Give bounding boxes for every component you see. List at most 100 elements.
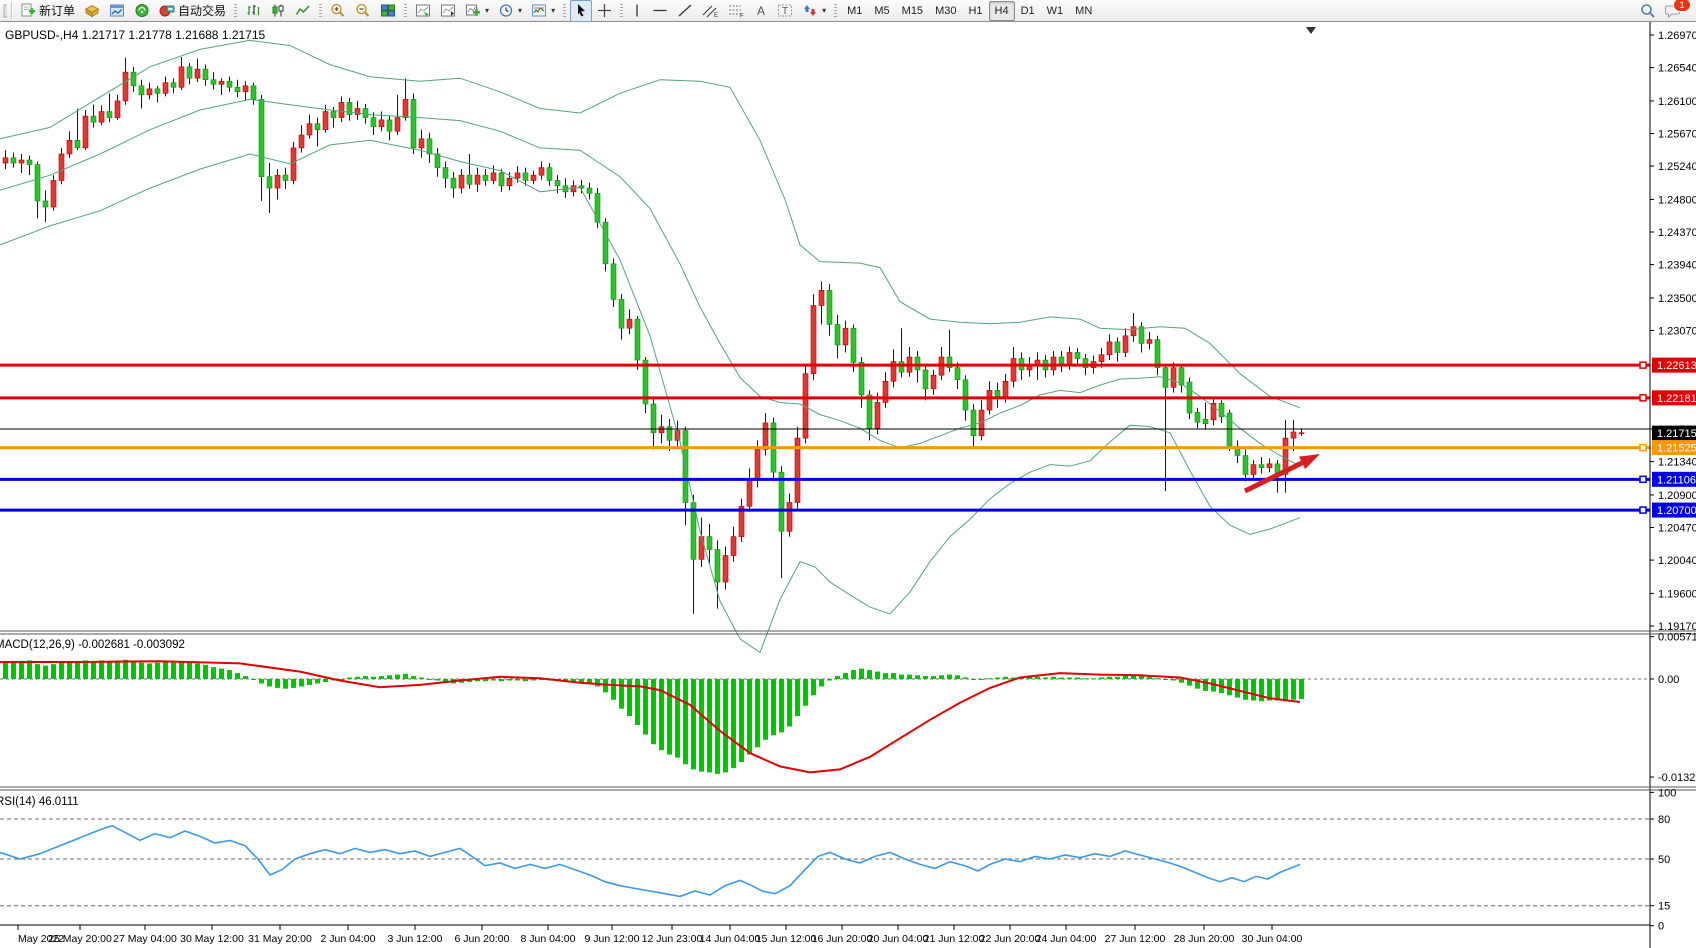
price-axis[interactable]: 1.26970 1.26540 1.26100 1.25670 1.25240 1.248…: [1649, 22, 1696, 948]
shapes-tool-button[interactable]: ▾: [798, 0, 830, 22]
candle-chart-mode-button[interactable]: [266, 0, 290, 22]
zoom-in-button[interactable]: [326, 0, 350, 22]
new-order-button[interactable]: 新订单: [17, 0, 79, 22]
hline-endpoint-marker[interactable]: [1639, 506, 1647, 514]
crosshair-tool-button[interactable]: [593, 0, 616, 22]
toolbar-grip: [319, 3, 323, 18]
fibonacci-tool-button[interactable]: F: [724, 0, 749, 22]
hline-tool-button[interactable]: [648, 0, 672, 22]
add-indicator-button[interactable]: ▾: [461, 0, 493, 22]
macd-bar: [811, 679, 816, 696]
hline-endpoint-marker[interactable]: [1639, 443, 1647, 452]
main-toolbar: 新订单 自动交易: [0, 0, 1696, 22]
quotes-button[interactable]: [80, 0, 104, 22]
price-tick-label: 1.20470: [1658, 523, 1696, 535]
candle: [786, 502, 793, 532]
macd-bar: [403, 673, 408, 679]
market-watch-button[interactable]: [105, 0, 129, 22]
vline-tool-button[interactable]: [627, 0, 647, 22]
candle: [530, 174, 537, 181]
candle: [514, 172, 521, 179]
macd-bar: [1075, 677, 1080, 679]
candle: [858, 362, 865, 396]
templates-button[interactable]: ▾: [527, 0, 559, 22]
line-chart-mode-button[interactable]: [291, 0, 315, 22]
timeframe-h4[interactable]: H4: [988, 0, 1015, 21]
timeframe-d1[interactable]: D1: [1020, 4, 1035, 17]
timeframe-h1[interactable]: H1: [968, 4, 983, 17]
signals-button[interactable]: [130, 0, 154, 22]
arrange-charts2-button[interactable]: [436, 0, 460, 22]
candle: [1170, 367, 1177, 388]
macd-tick-label: 0.005716: [1658, 632, 1696, 644]
candle: [26, 159, 33, 165]
tile-windows-button[interactable]: [376, 0, 400, 22]
search-button[interactable]: [1636, 0, 1660, 22]
candle: [506, 177, 513, 187]
macd-bar: [43, 665, 48, 679]
zoom-out-button[interactable]: [351, 0, 375, 22]
hline-endpoint-marker[interactable]: [1639, 475, 1647, 484]
candle: [218, 80, 225, 85]
macd-bar: [35, 664, 40, 679]
macd-bar: [1259, 679, 1264, 702]
notifications-button[interactable]: 1: [1661, 0, 1691, 22]
candle: [1074, 352, 1081, 359]
timeframe-m5[interactable]: M5: [874, 4, 890, 17]
trendline-tool-button[interactable]: [673, 0, 697, 22]
hline-endpoint-marker[interactable]: [1639, 361, 1647, 369]
timeframe-m15[interactable]: M15: [901, 4, 924, 17]
macd-bar: [1299, 679, 1304, 700]
macd-bar: [19, 661, 24, 679]
market-watch-icon: [110, 4, 125, 17]
macd-bar: [763, 679, 768, 740]
periods-button[interactable]: ▾: [494, 0, 526, 22]
macd-bar: [795, 679, 800, 717]
candle: [306, 123, 313, 136]
macd-bar: [267, 679, 272, 687]
rsi-line: [0, 824, 1301, 898]
candle: [250, 85, 257, 100]
macd-bar: [99, 660, 104, 679]
text-tool-button[interactable]: A: [750, 0, 772, 22]
macd-bar: [3, 662, 8, 679]
macd-bar: [803, 679, 808, 706]
macd-bar: [291, 679, 296, 688]
macd-bar: [883, 673, 888, 679]
text-label-icon: T: [778, 4, 793, 17]
horizontal-line-icon: [653, 9, 667, 12]
macd-bar: [59, 662, 64, 679]
macd-bar: [243, 676, 248, 679]
candle: [1242, 455, 1249, 475]
macd-bar: [1227, 679, 1232, 696]
autotrade-button[interactable]: 自动交易: [155, 0, 230, 22]
label-tool-button[interactable]: T: [773, 0, 797, 22]
timeframe-m30[interactable]: M30: [935, 4, 957, 17]
trend-arrow[interactable]: [1243, 454, 1320, 494]
hline-endpoint-marker[interactable]: [1639, 394, 1647, 402]
candle: [1210, 402, 1217, 421]
timeframe-w1[interactable]: W1: [1046, 4, 1064, 17]
cursor-tool-button[interactable]: [570, 0, 593, 22]
candle: [746, 479, 753, 507]
macd-bar: [187, 662, 192, 679]
timeframe-mn[interactable]: MN: [1075, 4, 1093, 17]
candle: [818, 290, 825, 306]
macd-bar: [11, 661, 16, 679]
chart-canvas[interactable]: GBPUSD-,H4 1.21717 1.21778 1.21688 1.217…: [0, 22, 1696, 948]
candle: [90, 115, 97, 123]
rsi-label: RSI(14) 46.0111: [0, 796, 79, 808]
candle: [658, 426, 665, 434]
arrange-charts-button[interactable]: [411, 0, 435, 22]
candle: [778, 471, 785, 532]
channel-tool-button[interactable]: E: [698, 0, 723, 22]
bar-chart-mode-button[interactable]: [241, 0, 265, 22]
hline-objects[interactable]: [0, 361, 1650, 514]
bollinger-middle: [0, 98, 1301, 467]
shift-marker-icon[interactable]: [1306, 27, 1316, 34]
candle: [1146, 339, 1153, 344]
candle: [810, 305, 817, 374]
macd-bar: [643, 679, 648, 735]
timeframe-m1[interactable]: M1: [847, 4, 863, 17]
